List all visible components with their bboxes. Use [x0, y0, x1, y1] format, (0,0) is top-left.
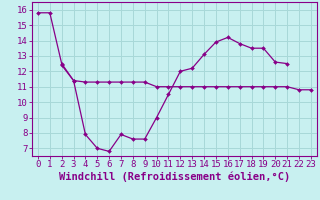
X-axis label: Windchill (Refroidissement éolien,°C): Windchill (Refroidissement éolien,°C) — [59, 172, 290, 182]
